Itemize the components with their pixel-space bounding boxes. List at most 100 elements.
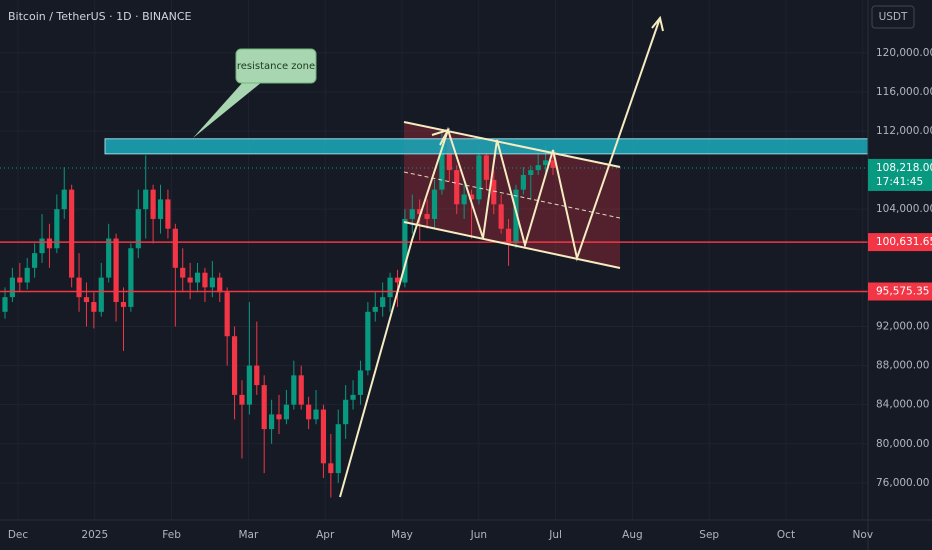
candle-body: [46, 238, 53, 249]
candle-body: [291, 375, 297, 405]
candle-body: [39, 238, 45, 254]
x-tick-label: Apr: [316, 529, 335, 541]
x-tick-label: Nov: [853, 529, 874, 541]
candle-body: [372, 306, 378, 312]
candle-body: [239, 394, 245, 405]
currency: USDT: [879, 11, 908, 23]
x-tick-label: 2025: [81, 529, 108, 541]
candle-body: [217, 277, 223, 293]
candle-body: [483, 155, 489, 180]
resistance-zone: [104, 138, 869, 155]
candle-body: [2, 297, 8, 312]
level-tag: [868, 233, 932, 252]
candle-body: [394, 277, 401, 283]
x-tick-label: Feb: [162, 529, 181, 541]
candle-body: [424, 214, 430, 219]
candle-body: [143, 189, 149, 210]
candle-body: [180, 267, 186, 278]
candle-body: [513, 189, 519, 244]
channel-lower: [403, 221, 621, 269]
candle-body: [357, 370, 364, 395]
candle-body: [113, 238, 119, 303]
candle-body: [298, 375, 304, 405]
x-tick-label: Jul: [548, 529, 562, 541]
candle-body: [417, 209, 423, 215]
callout-box: [235, 48, 317, 84]
y-tick-label: 80,000.00: [876, 438, 929, 450]
candle-body: [313, 409, 319, 420]
candle-body: [54, 209, 60, 249]
projection-path: [339, 17, 661, 498]
candle-body: [194, 272, 201, 283]
candle-body: [24, 267, 30, 283]
candle-body: [98, 277, 104, 312]
candle-body: [550, 160, 556, 168]
candle-body: [380, 297, 386, 307]
candle-body: [120, 302, 127, 307]
price-tag: [868, 158, 932, 191]
candle-body: [254, 365, 260, 386]
candle-body: [306, 404, 312, 420]
candle-body: [9, 277, 16, 298]
y-tick-label: 120,000.00: [876, 47, 932, 59]
y-tick-label: 88,000.00: [876, 360, 929, 372]
candle-body: [172, 228, 178, 268]
y-tick-label: 92,000.00: [876, 320, 929, 332]
level-tag: [868, 282, 932, 301]
candle-body: [157, 199, 164, 219]
drawings: [339, 15, 664, 498]
candle-body: [335, 424, 341, 474]
x-tick-label: Sep: [699, 529, 719, 541]
candle-body: [69, 189, 75, 278]
candle-body: [61, 189, 67, 210]
symbol-title: Bitcoin / TetherUS · 1D · BINANCE: [8, 10, 192, 23]
candle-body: [83, 297, 90, 303]
y-tick-label: 84,000.00: [876, 399, 929, 411]
candle-body: [224, 292, 230, 337]
candle-body: [135, 209, 141, 249]
candle-body: [187, 277, 193, 283]
level-label: 100,631.65: [876, 236, 932, 248]
candle-body: [454, 170, 460, 205]
current-price-label: 108,218.00: [876, 162, 932, 174]
arrow-head: [431, 128, 451, 146]
level-label: 95,575.35: [876, 286, 929, 298]
candle-body: [528, 170, 534, 175]
candle-body: [439, 140, 445, 190]
channel-mid: [403, 171, 621, 219]
candle-body: [542, 160, 549, 166]
candle-body: [476, 155, 482, 200]
candle-body: [276, 414, 282, 420]
candle-body: [446, 140, 452, 171]
candle-body: [328, 463, 334, 474]
candle-body: [202, 272, 208, 288]
candle-body: [209, 277, 215, 288]
candle-body: [535, 165, 541, 171]
candle-body: [505, 228, 512, 244]
x-tick-label: Jun: [470, 529, 487, 541]
candle-body: [468, 194, 475, 200]
candle-body: [320, 409, 327, 464]
candle-body: [32, 253, 38, 268]
candle-body: [350, 394, 356, 400]
candle-body: [261, 385, 267, 430]
y-tick-label: 104,000.00: [876, 203, 932, 215]
y-tick-label: 112,000.00: [876, 125, 932, 137]
callout-text: resistance zone: [237, 61, 315, 72]
candle-body: [17, 277, 23, 283]
candle-body: [491, 179, 497, 205]
candle-body: [283, 404, 290, 420]
candle-body: [498, 204, 504, 229]
candle-body: [106, 238, 112, 278]
y-tick-label: 116,000.00: [876, 86, 932, 98]
currency-box: [871, 5, 915, 29]
candle-body: [409, 209, 415, 219]
candle-body: [402, 218, 408, 283]
candle-body: [165, 199, 171, 229]
candle-body: [431, 189, 438, 219]
candle-body: [387, 277, 393, 298]
candle-body: [268, 414, 275, 430]
candle-body: [343, 399, 349, 425]
